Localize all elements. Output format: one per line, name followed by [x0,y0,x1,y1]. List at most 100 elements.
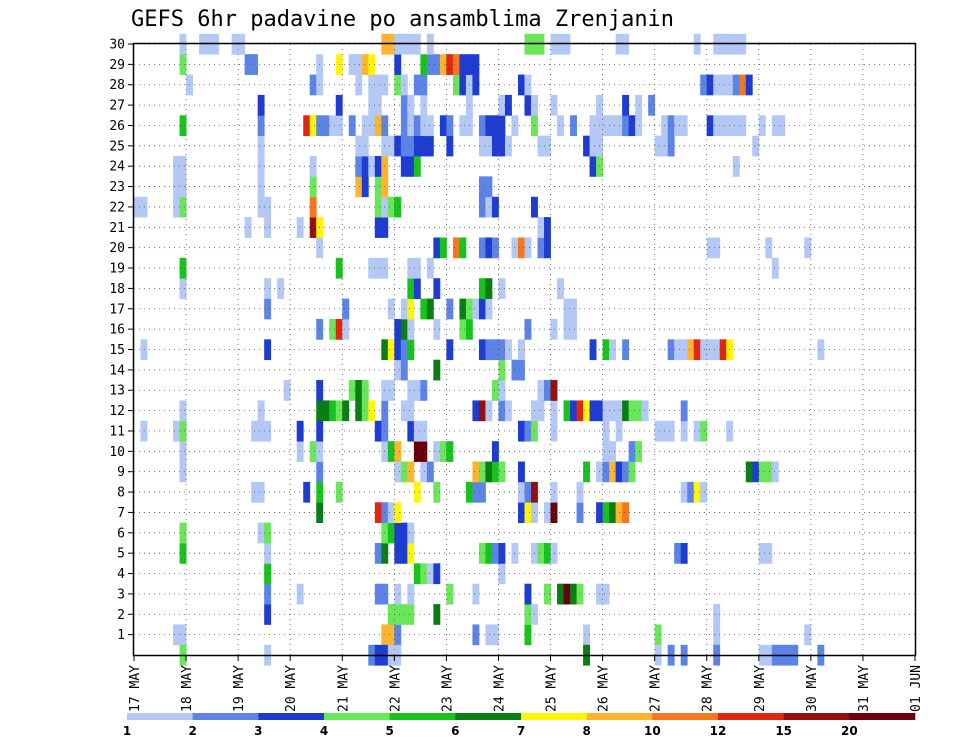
heatmap-cell [478,176,486,198]
heatmap-cell [609,502,617,524]
heatmap-cell [140,196,148,218]
heatmap-cell [257,400,265,422]
heatmap-cell [264,298,272,320]
heatmap-cell [374,94,382,116]
legend-label: 8 [582,724,590,738]
heatmap-cell [426,563,434,585]
heatmap-cell [387,135,395,157]
heatmap-cell [420,380,428,401]
heatmap-cell [413,135,421,157]
legend-swatch [521,713,587,720]
heatmap-cell [719,339,727,361]
y-tick-label: 23 [109,180,125,195]
heatmap-cell [179,54,187,75]
heatmap-cell [394,318,402,340]
heatmap-cell [433,563,441,585]
y-tick-label: 19 [109,262,125,277]
grid-lines [134,43,915,655]
heatmap-cell [706,115,714,137]
y-tick-label: 8 [117,486,125,501]
heatmap-cell [713,115,721,137]
heatmap-cell [524,481,532,503]
heatmap-cell [491,339,499,361]
heatmap-cell [264,278,272,299]
legend-swatch [389,713,456,720]
heatmap-cell [264,583,272,605]
heatmap-cell [478,400,486,422]
legend-swatch [718,713,784,720]
heatmap-cell [622,400,630,422]
heatmap-cell [517,237,525,259]
heatmap-cell [264,196,272,218]
heatmap-cell [244,54,252,75]
y-tick-label: 3 [117,587,125,602]
legend-swatch [849,713,916,720]
heatmap-cell [413,156,421,177]
heatmap-cell [687,481,695,503]
heatmap-cell [257,420,265,442]
x-tick-label: 18 MAY [180,665,195,712]
heatmap-cell [504,400,512,422]
heatmap-cell [361,156,369,177]
heatmap-cell [622,94,630,116]
heatmap-cell [407,115,415,137]
heatmap-cell [420,54,428,75]
heatmap-cell [368,400,376,422]
heatmap-cell [758,115,766,137]
legend-swatch [324,713,390,720]
x-tick-label: 24 MAY [492,665,507,712]
heatmap-cell [491,441,499,462]
heatmap-cell [544,583,551,605]
y-tick-label: 27 [109,99,125,114]
heatmap-cell [387,380,395,401]
heatmap-cell [491,624,499,646]
heatmap-cell [433,318,441,340]
heatmap-cell [368,115,376,137]
heatmap-cell [570,400,577,422]
color-legend: 1 2 3 4 5 6 7 8 10 12 15 20 [123,713,916,738]
heatmap-cell [264,217,272,238]
heatmap-cell [407,298,415,320]
heatmap-cell [609,441,617,462]
heatmap-cell [472,400,480,422]
heatmap-cell [576,481,584,503]
heatmap-cell [179,278,187,299]
heatmap-cell [576,583,584,605]
heatmap-cell [433,359,441,381]
heatmap-cell [537,217,545,238]
heatmap-cell [413,115,421,137]
heatmap-cell [374,176,382,198]
heatmap-cell [693,420,701,442]
x-tick-label: 21 MAY [336,665,351,712]
heatmap-cell [719,115,727,137]
heatmap-cell [485,176,493,198]
heatmap-cell [602,502,610,524]
x-tick-label: 20 MAY [284,665,299,712]
heatmap-cell [296,441,304,462]
heatmap-cell [173,420,180,442]
heatmap-cell [622,502,630,524]
heatmap-cell [374,217,382,238]
heatmap-cell [765,237,773,259]
heatmap-cell [485,278,493,299]
heatmap-cell [407,156,415,177]
heatmap-cell [459,115,467,137]
heatmap-cell [537,400,545,422]
heatmap-cell [771,115,779,137]
y-tick-label: 28 [109,78,125,93]
heatmap-cell [452,74,460,96]
heatmap-cell [602,400,610,422]
heatmap-cell [478,237,486,259]
heatmap-cell [407,400,415,422]
heatmap-cell [472,74,480,96]
heatmap-cell [439,237,447,259]
heatmap-cell [303,481,311,503]
heatmap-cell [498,94,506,116]
heatmap-cell [524,502,532,524]
heatmap-cell [804,624,812,646]
heatmap-cell [544,217,551,238]
heatmap-cell [667,339,675,361]
legend-label: 2 [188,724,196,738]
heatmap-cell [433,481,441,503]
x-tick-label: 01 JUN [909,665,924,712]
